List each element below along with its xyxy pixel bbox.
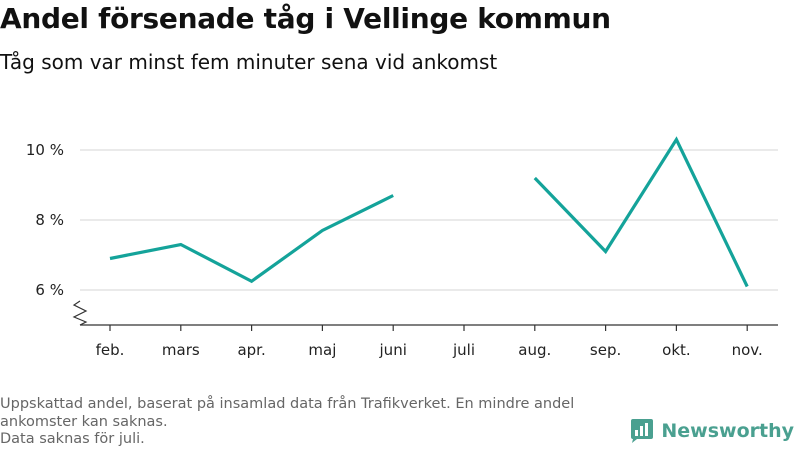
x-tick-labels: feb. mars apr. maj juni juli aug. sep. okt. nov. (96, 341, 763, 359)
x-tick-label: feb. (96, 341, 125, 359)
x-tick-label: juni (379, 341, 407, 359)
x-tick-label: okt. (662, 341, 691, 359)
newsworthy-logo-icon (631, 419, 654, 443)
series-lines (109, 136, 749, 288)
brand-logo: Newsworthy (629, 418, 794, 444)
chart-subtitle: Tåg som var minst fem minuter sena vid a… (0, 50, 498, 74)
x-tick-label: juli (452, 341, 475, 359)
brand-name: Newsworthy (661, 420, 794, 442)
gridlines (80, 149, 778, 291)
x-tick-label: apr. (237, 341, 265, 359)
x-tick-label: maj (308, 341, 336, 359)
y-tick-label: 6 % (35, 281, 64, 299)
y-tick-label: 8 % (35, 211, 64, 229)
y-tick-label: 10 % (26, 141, 64, 159)
series-line (533, 136, 749, 288)
x-tick-label: mars (162, 341, 200, 359)
footnote: Uppskattad andel, baserat på insamlad da… (0, 396, 630, 449)
line-chart: 6 % 8 % 10 % feb. mars apr. maj juni juli aug. se… (26, 136, 778, 359)
x-tick-label: sep. (590, 341, 621, 359)
x-axis (72, 300, 778, 331)
x-tick-label: aug. (518, 341, 551, 359)
series-line (109, 194, 394, 284)
x-tick-label: nov. (732, 341, 763, 359)
footnote-line-1: Uppskattad andel, baserat på insamlad da… (0, 396, 575, 430)
footnote-line-2: Data saknas för juli. (0, 431, 145, 447)
chart-title: Andel försenade tåg i Vellinge kommun (0, 2, 611, 35)
axis-break-icon (72, 300, 88, 326)
y-tick-labels: 6 % 8 % 10 % (26, 141, 64, 299)
